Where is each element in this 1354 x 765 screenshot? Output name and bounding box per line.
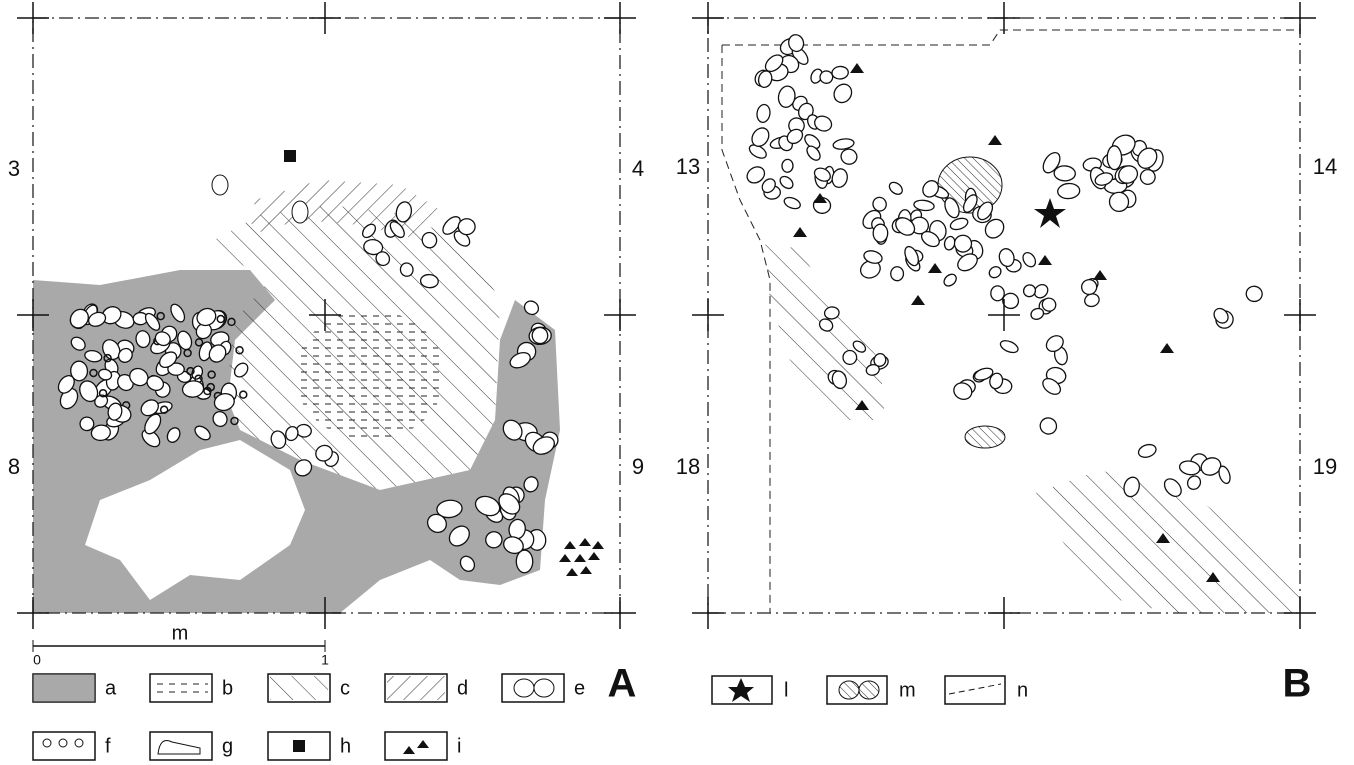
legend-label: i (457, 735, 461, 757)
triangle-i (1093, 270, 1107, 280)
legend-label: b (222, 677, 233, 699)
stone (843, 350, 857, 365)
body: 3 4 8 9 m 0 1 A 13 14 18 19 B abcdefghil… (0, 0, 1354, 765)
triangle-i (988, 135, 1002, 145)
legend-label: e (574, 677, 585, 699)
legend-label: f (105, 735, 111, 757)
stone (1245, 285, 1263, 303)
stone (1054, 165, 1076, 181)
grid-label: 9 (632, 454, 644, 479)
hatched-stone-m (965, 426, 1005, 448)
stone (212, 175, 228, 195)
legend-label: n (1017, 679, 1028, 701)
swatch-a (33, 674, 95, 702)
stone (987, 264, 1003, 280)
swatch-h (293, 740, 305, 752)
stone (831, 81, 856, 106)
stone (756, 104, 772, 124)
stone (991, 286, 1004, 301)
stone (832, 66, 849, 80)
triangle-i (579, 538, 591, 546)
triangle-i (1160, 343, 1174, 353)
legend-box (33, 732, 95, 760)
stone (420, 274, 439, 288)
stone (1185, 473, 1203, 491)
swatch-m (859, 681, 879, 699)
legend-label: g (222, 735, 233, 757)
legend-label: a (105, 677, 117, 699)
triangle-i (588, 552, 600, 560)
grid-label: 13 (676, 154, 700, 179)
stone (1137, 442, 1158, 459)
swatch-m (839, 681, 859, 699)
star-l (1034, 198, 1066, 228)
panel-label: B (1283, 662, 1312, 706)
triangle-i (580, 566, 592, 574)
triangle-i (564, 541, 576, 549)
stone (999, 338, 1020, 355)
swatch-c (270, 676, 328, 700)
plan-a: 3 4 8 9 m 0 1 A (8, 2, 644, 706)
stone (778, 174, 795, 191)
stone (1021, 282, 1038, 299)
triangle-i (566, 568, 578, 576)
legend-label: h (340, 735, 351, 757)
stone (1037, 415, 1060, 437)
legend-box (502, 674, 564, 702)
stone (783, 195, 802, 210)
page: Excavation plans A and B {"panels":[ {"l… (0, 0, 1354, 765)
triangle-i (574, 554, 586, 562)
stone (949, 216, 969, 231)
stone (516, 550, 533, 573)
triangle-i (928, 263, 942, 273)
scale-label: 0 (33, 652, 41, 668)
legend: a b c d e f g h i l m n (33, 674, 1028, 760)
triangle-i (592, 541, 604, 549)
legend-label: d (457, 677, 468, 699)
legend-box (385, 732, 447, 760)
triangle-i (559, 554, 571, 562)
triangle-i (793, 227, 807, 237)
swatch-b (154, 678, 208, 698)
grid-label: 14 (1313, 154, 1337, 179)
stone (873, 224, 888, 242)
dashed-area-b (295, 310, 445, 440)
square-h (284, 150, 296, 162)
grid-label: 3 (8, 156, 20, 181)
swatch-d (387, 676, 445, 700)
stone (292, 201, 308, 223)
grid-label: 8 (8, 454, 20, 479)
legend-label: l (784, 679, 788, 701)
legend-label: m (899, 679, 916, 701)
stone (891, 267, 904, 281)
stone (1217, 465, 1232, 485)
stone (1020, 250, 1038, 269)
panel-label: A (608, 662, 637, 706)
grid-label: 4 (632, 156, 644, 181)
legend-box (945, 676, 1005, 704)
scale-label: 1 (321, 652, 329, 668)
stone (1057, 183, 1080, 200)
stone (80, 417, 94, 431)
triangle-i (850, 63, 864, 73)
triangle-i (911, 295, 925, 305)
stone (832, 138, 854, 151)
legend-label: c (340, 677, 350, 699)
stone (782, 159, 793, 172)
stone (458, 218, 476, 235)
stone (942, 272, 959, 288)
grid-label: 19 (1313, 454, 1337, 479)
stone (887, 180, 904, 197)
grid-label: 18 (676, 454, 700, 479)
plan-b: 13 14 18 19 B (676, 2, 1337, 706)
triangle-i (1038, 255, 1052, 265)
stone (1107, 146, 1122, 170)
scale-unit: m (172, 622, 189, 644)
figure: 3 4 8 9 m 0 1 A 13 14 18 19 B abcdefghil… (0, 0, 1354, 765)
stone (839, 147, 858, 166)
